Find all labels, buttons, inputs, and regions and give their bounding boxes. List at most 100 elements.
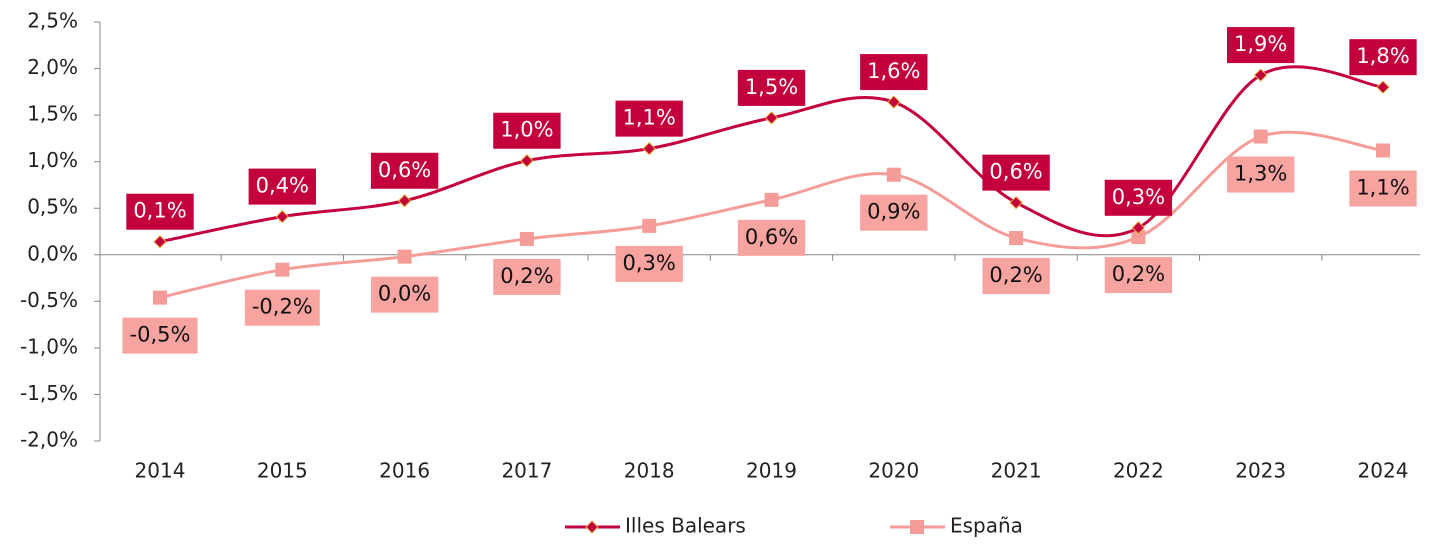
value-label: 1,3% — [1227, 156, 1295, 193]
marker — [1376, 80, 1390, 94]
marker — [642, 141, 656, 156]
marker — [1131, 230, 1146, 245]
value-label: 0,4% — [248, 168, 316, 205]
value-label: 0,3% — [1104, 179, 1173, 216]
y-tick-label: 0,5% — [27, 195, 78, 219]
marker — [910, 520, 924, 534]
value-label-box — [860, 54, 928, 91]
value-label-box — [615, 100, 683, 137]
y-tick-label: 1,5% — [27, 102, 78, 126]
value-label-box — [370, 276, 439, 313]
value-label-box — [370, 152, 439, 189]
marker — [519, 231, 534, 246]
value-label: 0,0% — [370, 276, 439, 313]
value-label-box — [737, 69, 806, 106]
value-label-box — [126, 193, 194, 230]
y-tick-label: -0,5% — [20, 288, 78, 312]
value-label-text: 0,1% — [133, 199, 186, 223]
marker — [153, 235, 167, 249]
value-label-text: 1,0% — [500, 118, 553, 142]
value-label-text: 1,1% — [1356, 175, 1409, 199]
value-label: 0,2% — [982, 258, 1050, 295]
marker — [275, 209, 290, 224]
value-label-text: 0,9% — [867, 200, 920, 224]
marker — [1253, 68, 1268, 82]
marker — [1009, 195, 1023, 210]
value-label-text: 0,2% — [500, 264, 553, 288]
marker — [1131, 221, 1146, 235]
value-label-text: -0,5% — [130, 323, 191, 347]
value-label-text: 0,6% — [378, 158, 431, 182]
x-tick-label: 2016 — [379, 459, 430, 483]
value-label-text: 0,4% — [256, 174, 309, 198]
marker — [887, 95, 901, 109]
value-label: 0,6% — [737, 219, 806, 256]
marker — [397, 249, 412, 264]
marker — [764, 111, 779, 125]
value-label-box — [615, 245, 683, 282]
marker — [886, 167, 901, 182]
y-tick-label: 1,0% — [27, 148, 78, 172]
value-label: -0,2% — [244, 289, 320, 326]
value-label-box — [982, 258, 1050, 295]
value-label-box — [1104, 257, 1173, 294]
series-line — [159, 130, 1384, 300]
y-tick-label: 2,0% — [27, 55, 78, 79]
marker — [397, 194, 412, 208]
value-label-box — [122, 317, 198, 354]
value-label: 0,3% — [615, 245, 683, 282]
marker — [1009, 231, 1024, 246]
value-label-text: 0,6% — [745, 225, 798, 249]
y-tick-label: 2,5% — [27, 9, 78, 33]
x-tick-label: 2020 — [868, 459, 919, 483]
marker — [585, 520, 599, 534]
value-label: 0,2% — [493, 258, 561, 295]
value-label-text: 1,3% — [1234, 162, 1287, 186]
marker — [764, 192, 779, 207]
legend-label: España — [950, 514, 1023, 538]
value-label: 1,1% — [615, 100, 683, 137]
value-label: 0,6% — [982, 154, 1050, 191]
marker — [1376, 143, 1390, 158]
value-label-box — [248, 168, 316, 205]
value-label-text: 1,5% — [745, 75, 798, 99]
value-label-text: 1,6% — [867, 59, 920, 83]
value-label-text: 0,2% — [1112, 262, 1165, 286]
value-label: 0,2% — [1104, 257, 1173, 294]
x-tick-label: 2021 — [991, 459, 1042, 483]
value-label-text: 0,3% — [1112, 185, 1165, 209]
value-label-box — [1227, 27, 1295, 64]
value-label: 1,1% — [1349, 170, 1417, 207]
marker — [1253, 129, 1268, 144]
y-tick-label: 0,0% — [27, 241, 78, 265]
x-tick-label: 2018 — [624, 459, 675, 483]
x-tick-label: 2023 — [1235, 459, 1286, 483]
x-tick-label: 2015 — [257, 459, 308, 483]
y-tick-label: -2,0% — [20, 428, 78, 452]
x-tick-label: 2014 — [135, 459, 186, 483]
value-label-box — [860, 194, 928, 231]
x-tick-label: 2022 — [1113, 459, 1164, 483]
value-label: 1,8% — [1349, 39, 1417, 76]
value-label-text: 0,2% — [989, 263, 1042, 287]
marker — [275, 262, 290, 277]
value-label-text: 1,9% — [1234, 32, 1287, 56]
y-tick-label: -1,5% — [20, 381, 78, 405]
marker — [153, 290, 167, 305]
value-label-box — [493, 112, 561, 149]
legend-label: Illes Balears — [625, 514, 746, 538]
value-label-box — [982, 154, 1050, 191]
value-label: 1,5% — [737, 69, 806, 106]
value-label: 1,0% — [493, 112, 561, 149]
value-label-box — [1349, 39, 1417, 76]
value-label-text: -0,2% — [252, 295, 313, 319]
value-label-text: 0,3% — [623, 251, 676, 275]
value-label-box — [493, 258, 561, 295]
value-label: 1,6% — [860, 54, 928, 91]
value-label-box — [1349, 170, 1417, 207]
x-tick-label: 2024 — [1358, 459, 1409, 483]
marker — [520, 154, 534, 168]
value-label: 1,9% — [1227, 27, 1295, 64]
value-label-text: 1,1% — [623, 106, 676, 130]
